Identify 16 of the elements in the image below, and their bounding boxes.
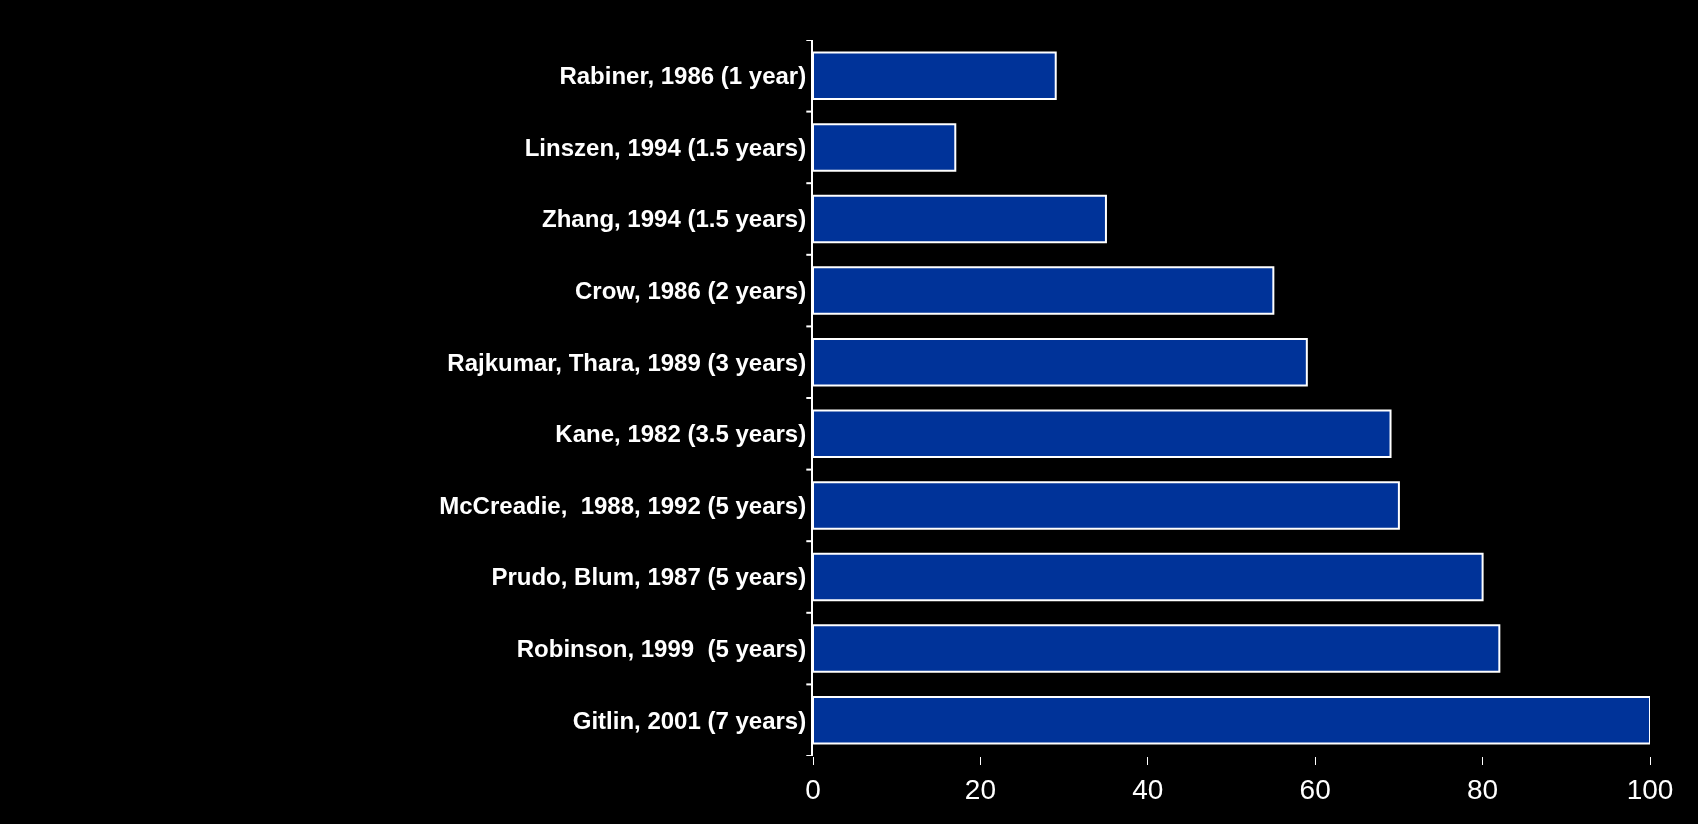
y-tick-label: Rabiner, 1986 (1 year): [559, 62, 807, 90]
x-tick-label: 100: [1626, 773, 1674, 805]
x-tick-label: 40: [1132, 773, 1164, 805]
y-tick-label: Prudo, Blum, 1987 (5 years): [491, 563, 807, 591]
y-tick-label: Gitlin, 2001 (7 years): [572, 706, 807, 734]
x-tick-label: 80: [1467, 773, 1499, 805]
y-tick-label: Crow, 1986 (2 years): [574, 277, 807, 304]
y-tick-label: Zhang, 1994 (1.5 years): [542, 205, 807, 233]
x-tick-label: 60: [1299, 773, 1331, 805]
y-tick-label: Rajkumar, Thara, 1989 (3 years): [447, 348, 807, 376]
y-tick-label: McCreadie, 1988, 1992 (5 years): [439, 491, 807, 519]
y-tick-label: Robinson, 1999 (5 years): [516, 635, 807, 662]
y-tick-label: Linszen, 1994 (1.5 years): [524, 133, 807, 161]
x-tick-label: 0: [805, 773, 821, 805]
x-tick-label: 20: [964, 773, 996, 805]
y-tick-label: Kane, 1982 (3.5 years): [555, 420, 807, 448]
